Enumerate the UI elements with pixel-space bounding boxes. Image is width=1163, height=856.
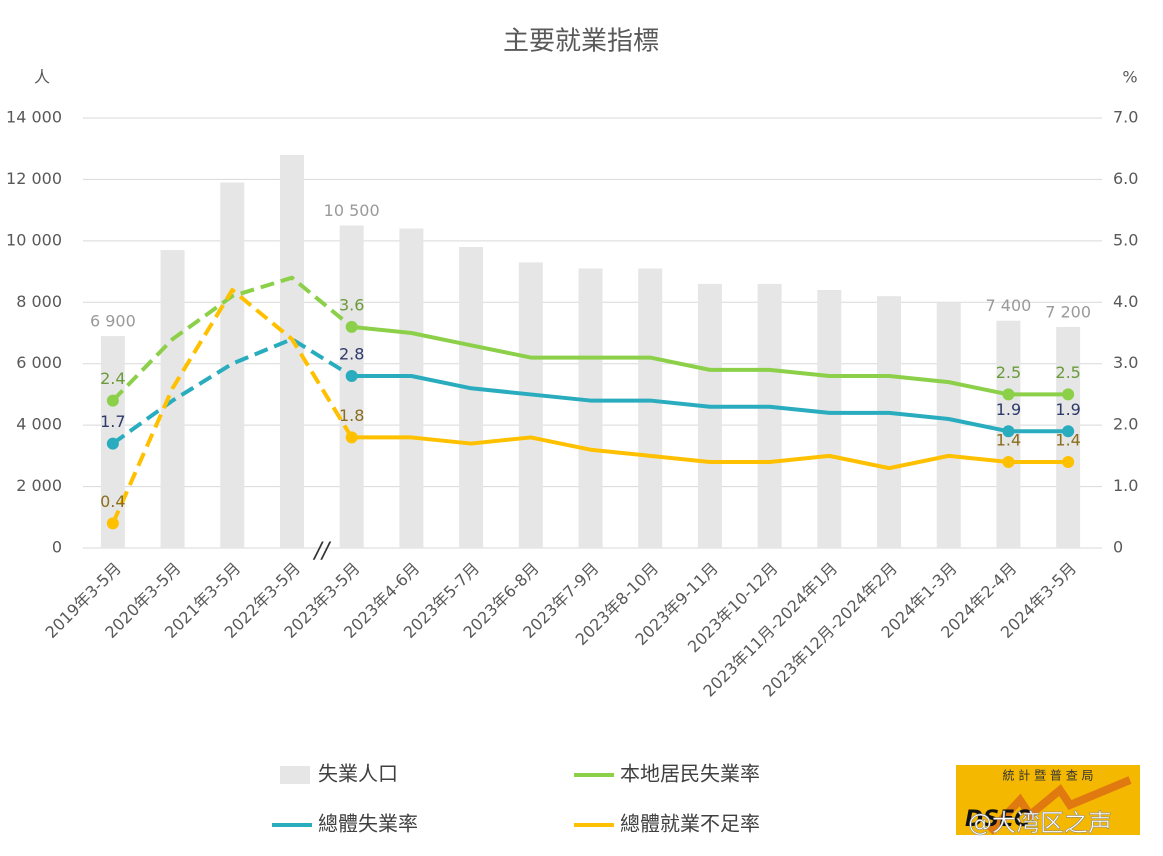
y-tick-label: 0 xyxy=(52,538,62,557)
data-label: 2.4 xyxy=(100,369,125,388)
marker xyxy=(1062,425,1075,438)
bar xyxy=(936,302,961,548)
bar xyxy=(518,262,543,548)
data-label: 1.9 xyxy=(996,400,1021,419)
line xyxy=(351,374,1069,434)
line xyxy=(351,324,1069,397)
marker xyxy=(345,431,358,444)
data-label: 3.6 xyxy=(339,295,364,314)
logo-text: 統 計 暨 普 查 局 xyxy=(1002,768,1093,783)
data-label: 0.4 xyxy=(100,492,125,511)
legend-swatch xyxy=(280,766,310,784)
logo-graphic xyxy=(987,776,1132,835)
marker xyxy=(106,517,119,530)
legend-label: 失業人口 xyxy=(318,762,398,786)
bar xyxy=(638,268,663,548)
y-axis-label: 人 xyxy=(34,68,50,87)
bar-label: 6 900 xyxy=(90,312,136,331)
legend-label: 總體就業不足率 xyxy=(620,812,760,836)
legend-label: 總體失業率 xyxy=(318,812,418,836)
watermark: @大湾区之声 xyxy=(968,809,1112,837)
bar-label: 7 400 xyxy=(986,296,1032,315)
marker xyxy=(1062,388,1075,401)
y-tick-label: 8 000 xyxy=(16,292,62,311)
bar xyxy=(578,268,603,548)
y2-axis-label: % xyxy=(1122,68,1137,87)
bar-label: 10 500 xyxy=(324,201,380,220)
data-label: 1.4 xyxy=(1055,431,1080,450)
bar xyxy=(697,283,722,548)
line xyxy=(111,288,354,525)
axis-break: // xyxy=(312,539,331,564)
bar xyxy=(757,283,782,548)
bar-label: 7 200 xyxy=(1045,302,1091,321)
line xyxy=(351,435,1069,471)
bar xyxy=(339,225,364,548)
line xyxy=(111,275,353,402)
data-label: 2.5 xyxy=(1055,363,1080,382)
y-tick-label: 10 000 xyxy=(6,230,62,249)
bar xyxy=(1056,326,1081,548)
y2-tick-label: 3.0 xyxy=(1113,353,1138,372)
y-tick-label: 6 000 xyxy=(16,353,62,372)
marker xyxy=(1002,388,1015,401)
marker xyxy=(1062,456,1075,468)
data-label: 1.9 xyxy=(1055,400,1080,419)
y2-tick-label: 0 xyxy=(1113,538,1123,557)
bar xyxy=(459,247,484,548)
y-tick-label: 12 000 xyxy=(6,169,62,188)
y2-tick-label: 7.0 xyxy=(1113,108,1138,127)
bar xyxy=(279,154,304,548)
y2-tick-label: 6.0 xyxy=(1113,169,1138,188)
data-label: 1.8 xyxy=(339,406,364,425)
legend-label: 本地居民失業率 xyxy=(620,762,760,786)
bar xyxy=(877,296,902,548)
y-tick-label: 4 000 xyxy=(16,415,62,434)
marker xyxy=(345,370,358,382)
y-tick-label: 2 000 xyxy=(16,476,62,495)
bar xyxy=(399,228,424,549)
y2-tick-label: 5.0 xyxy=(1113,230,1138,249)
y-tick-label: 14 000 xyxy=(6,108,62,127)
data-label: 1.7 xyxy=(100,412,125,431)
marker xyxy=(106,394,119,407)
y2-tick-label: 4.0 xyxy=(1113,292,1138,311)
marker xyxy=(345,320,358,333)
marker xyxy=(1002,456,1015,468)
data-label: 2.8 xyxy=(339,345,364,364)
data-label: 1.4 xyxy=(996,431,1021,450)
marker xyxy=(106,437,119,450)
logo-abbr: DSEC xyxy=(965,807,1030,832)
marker xyxy=(1002,425,1015,438)
bar xyxy=(220,182,245,548)
data-label: 2.5 xyxy=(996,363,1021,382)
line xyxy=(111,337,353,446)
y2-tick-label: 2.0 xyxy=(1113,415,1138,434)
bar xyxy=(817,290,842,548)
chart-title: 主要就業指標 xyxy=(503,27,659,57)
y2-tick-label: 1.0 xyxy=(1113,476,1138,495)
